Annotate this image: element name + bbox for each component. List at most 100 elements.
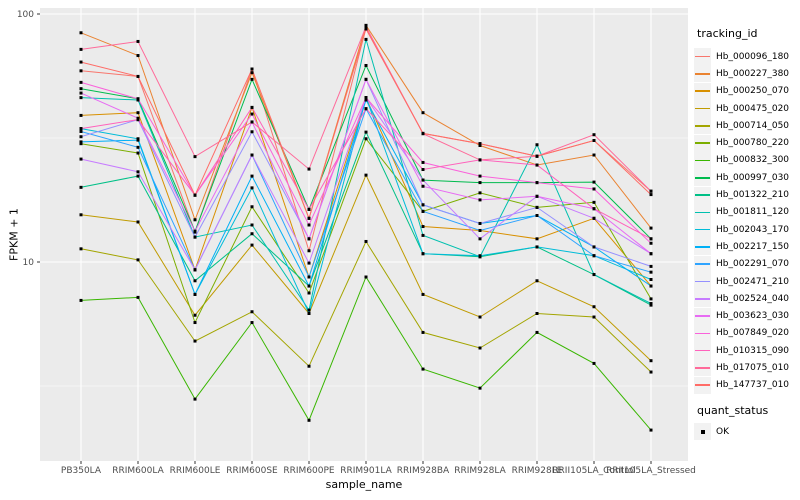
data-point <box>307 418 311 422</box>
legend-entry-Hb_002043_170: Hb_002043_170 <box>694 221 800 239</box>
data-point <box>535 237 539 241</box>
data-point <box>250 232 254 236</box>
legend-color-line <box>695 315 710 317</box>
data-point <box>592 187 596 191</box>
data-point <box>193 193 197 197</box>
legend-entry-Hb_000832_300: Hb_000832_300 <box>694 151 800 169</box>
data-point <box>649 428 653 432</box>
quant-legend-entry-ok: OK <box>694 423 800 441</box>
data-point <box>307 216 311 220</box>
legend-entry-Hb_007849_020: Hb_007849_020 <box>694 324 800 342</box>
data-point <box>592 361 596 365</box>
data-point <box>79 113 83 117</box>
data-point <box>478 181 482 185</box>
data-point <box>592 138 596 142</box>
legend-entry-Hb_000714_050: Hb_000714_050 <box>694 117 800 135</box>
data-point <box>478 198 482 202</box>
data-point <box>649 370 653 374</box>
legend-label: Hb_000475_020 <box>716 103 790 114</box>
legend-color-line <box>695 142 710 144</box>
data-point <box>535 194 539 198</box>
data-point <box>421 184 425 188</box>
legend-key <box>694 186 711 204</box>
data-point <box>136 174 140 178</box>
data-point <box>307 167 311 171</box>
legend-key <box>694 221 711 239</box>
legend-key <box>694 238 711 256</box>
data-point <box>364 107 368 111</box>
data-point <box>307 237 311 241</box>
data-point <box>535 245 539 249</box>
data-point <box>79 157 83 161</box>
data-point <box>421 203 425 207</box>
data-point <box>421 292 425 296</box>
data-point <box>79 298 83 302</box>
legend-label: Hb_000714_050 <box>716 120 790 131</box>
data-point <box>478 221 482 225</box>
legend-entry-Hb_001322_210: Hb_001322_210 <box>694 186 800 204</box>
data-point <box>307 364 311 368</box>
data-point <box>535 330 539 334</box>
data-point <box>535 279 539 283</box>
data-point <box>193 268 197 272</box>
data-point <box>79 135 83 139</box>
legend-label: Hb_000832_300 <box>716 155 790 166</box>
data-point <box>79 80 83 84</box>
x-tick-label: PB350LA <box>61 466 102 476</box>
legend-color-line <box>695 55 710 58</box>
data-point <box>592 245 596 249</box>
legend-color-line <box>695 211 710 214</box>
x-tick-label: RRIM928LE <box>512 466 563 476</box>
data-point <box>364 96 368 100</box>
legend-label: Hb_002291_070 <box>716 259 790 270</box>
legend-entry-Hb_000096_180: Hb_000096_180 <box>694 48 800 66</box>
legend-key <box>694 117 711 135</box>
data-point <box>478 386 482 390</box>
data-point <box>250 130 254 134</box>
data-point <box>250 310 254 314</box>
legend-label: Hb_001322_210 <box>716 190 790 201</box>
data-point <box>79 213 83 217</box>
data-point <box>250 153 254 157</box>
legend-label: Hb_002217_150 <box>716 241 790 252</box>
legend-entry-Hb_002524_040: Hb_002524_040 <box>694 290 800 308</box>
quant-legend-label: OK <box>716 426 729 437</box>
y-tick-labels: 100 10 <box>17 10 34 268</box>
data-point <box>535 213 539 217</box>
data-point <box>535 311 539 315</box>
x-tick-label: RRII105LA_Stressed <box>606 466 696 476</box>
data-point <box>136 39 140 43</box>
data-point <box>193 321 197 325</box>
data-point <box>79 91 83 95</box>
legend-label: Hb_000780_220 <box>716 138 790 149</box>
data-point <box>649 302 653 306</box>
data-point <box>136 74 140 78</box>
legend-label: Hb_000227_380 <box>716 68 790 79</box>
legend-key <box>694 324 711 342</box>
data-point <box>193 229 197 233</box>
legend-color-line <box>695 107 710 110</box>
data-point <box>250 205 254 209</box>
legend-label: Hb_017075_010 <box>716 362 790 373</box>
quant-legend-key <box>694 423 711 441</box>
x-tick-labels: PB350LA RRIM600LA RRIM600LE RRIM600SE RRIM60… <box>61 466 696 476</box>
legend-color-line <box>695 159 710 162</box>
data-point <box>478 143 482 147</box>
x-tick-label: RRIM928BA <box>397 466 450 476</box>
data-point <box>478 254 482 258</box>
data-point <box>136 97 140 101</box>
legend-entry-Hb_000250_070: Hb_000250_070 <box>694 82 800 100</box>
data-point <box>79 96 83 100</box>
legend-entry-Hb_002471_210: Hb_002471_210 <box>694 273 800 290</box>
legend-entry-Hb_001811_120: Hb_001811_120 <box>694 203 800 221</box>
quant-status-legend: OK <box>694 423 800 441</box>
legend-key <box>694 273 711 290</box>
data-point <box>250 71 254 75</box>
data-point <box>478 315 482 319</box>
legend-key <box>694 307 711 325</box>
data-point <box>649 270 653 274</box>
data-point <box>421 168 425 172</box>
data-point <box>136 111 140 115</box>
legend-label: Hb_147737_010 <box>716 380 790 391</box>
